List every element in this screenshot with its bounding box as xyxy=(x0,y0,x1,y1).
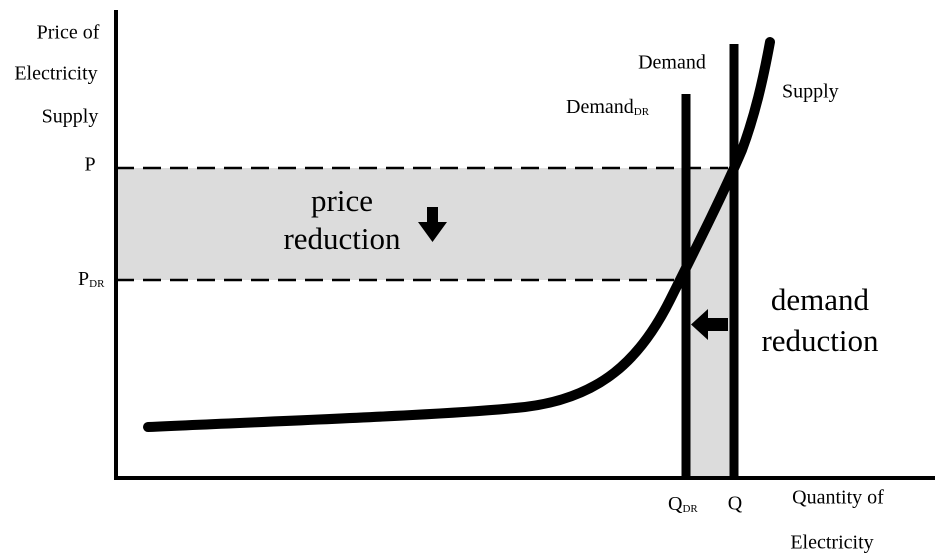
annotation: reduction xyxy=(761,323,879,358)
label: Demand xyxy=(566,96,634,118)
demand-band xyxy=(686,280,734,478)
price-label: P xyxy=(84,154,95,176)
quantity-dr-label: QDR xyxy=(668,493,698,515)
subscript: DR xyxy=(682,503,698,515)
x-axis-label: Quantity of xyxy=(792,487,884,509)
demand-label: Demand xyxy=(638,52,706,74)
down-arrow xyxy=(418,207,447,242)
quantity-label: Q xyxy=(728,493,743,515)
annotation: reduction xyxy=(283,221,401,256)
annotation: price xyxy=(311,183,373,218)
y-axis-label: Electricity xyxy=(14,63,97,85)
subscript: DR xyxy=(89,278,105,290)
y-axis-label: Price of xyxy=(37,22,100,44)
price-dr-label: PDR xyxy=(78,268,105,290)
left-arrow xyxy=(691,309,728,340)
demand-dr-label: DemandDR xyxy=(566,96,650,118)
subscript: DR xyxy=(634,106,650,118)
x-axis-label: Electricity xyxy=(790,532,873,554)
label: P xyxy=(78,268,89,290)
annotation: demand xyxy=(771,282,870,317)
supply-curve xyxy=(143,37,775,432)
supply-label: Supply xyxy=(782,81,839,103)
label: Q xyxy=(668,493,683,515)
y-axis-label: Supply xyxy=(42,106,99,128)
